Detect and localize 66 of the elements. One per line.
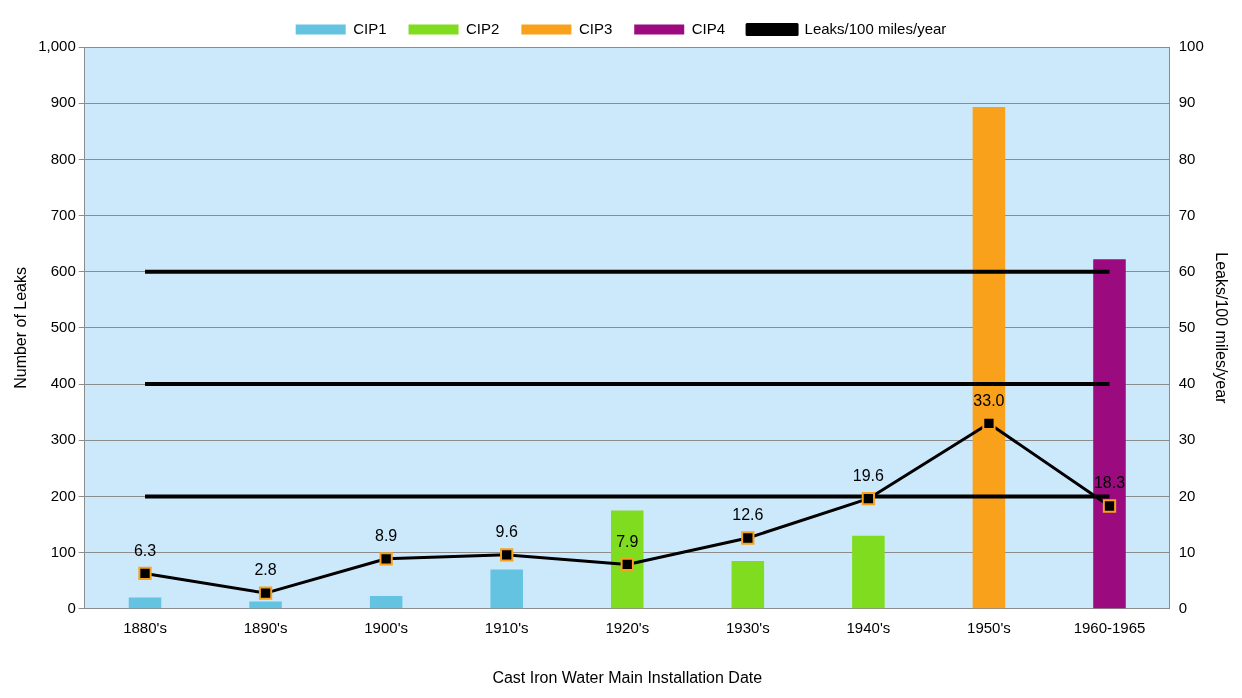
x-tick-label: 1880's [123,618,167,636]
y-tick-label: 100 [50,542,76,560]
y-tick-label: 600 [50,261,76,279]
point [982,416,996,431]
data-label: 7.9 [616,532,639,550]
x-tick-label: 1890's [243,618,288,636]
legend-label: CIP2 [466,19,500,37]
y2-tick-label: 60 [1178,261,1196,279]
y-tick-label: 700 [50,205,76,223]
y-tick-label: 300 [50,430,76,448]
point [861,492,876,506]
point [138,566,152,581]
bar [972,107,1006,609]
y-axis-title: Number of Leaks [12,266,30,389]
data-label: 6.3 [133,541,157,559]
x-tick-label: 1930's [725,618,770,636]
y2-tick-label: 90 [1178,93,1196,111]
bar [128,597,162,609]
y-tick-label: 200 [50,486,76,504]
x-tick-label: 1910's [484,618,529,636]
y-tick-label: 900 [50,93,76,111]
y2-tick-label: 50 [1178,318,1196,336]
y2-tick-label: 10 [1178,542,1196,560]
legend-label: CIP1 [353,19,387,37]
bar [610,510,644,609]
y2-axis-title: Leaks/100 miles/year [1212,252,1230,405]
y-tick-label: 800 [50,149,76,167]
bar [731,561,765,609]
legend-label: CIP4 [691,19,726,37]
bar [852,535,885,609]
x-tick-label: 1950's [967,618,1011,636]
x-tick-label: 1940's [846,618,891,636]
y-tick-label: 500 [50,318,76,336]
point [500,548,514,562]
x-axis-title: Cast Iron Water Main Installation Date [492,668,763,686]
bar [490,569,523,609]
data-label: 9.6 [495,523,518,541]
point [741,531,755,545]
y2-tick-label: 0 [1178,598,1188,616]
data-label: 33.0 [973,391,1005,409]
point [379,552,393,566]
point [1102,499,1117,513]
data-label: 8.9 [375,527,398,545]
point [258,586,273,600]
y2-tick-label: 70 [1178,205,1196,223]
data-label: 12.6 [732,506,764,524]
y2-tick-label: 40 [1178,374,1196,392]
data-label: 19.6 [852,467,885,485]
legend-label: CIP3 [578,19,613,37]
y-tick-label: 0 [67,598,76,616]
point [620,557,634,572]
y-tick-label: 400 [50,374,76,392]
y2-tick-label: 30 [1178,430,1196,448]
bar [249,601,282,609]
y-tick-label: 1,000 [38,37,76,55]
bar [1093,259,1126,609]
x-tick-label: 1920's [605,618,650,636]
legend-label: Leaks/100 miles/year [804,19,947,37]
x-tick-label: 1900's [364,618,408,636]
data-label: 2.8 [254,561,277,579]
y2-tick-label: 20 [1178,486,1196,504]
y2-tick-label: 80 [1178,149,1196,167]
bar [369,595,403,609]
x-tick-label: 1960-1965 [1073,618,1146,636]
data-label: 18.3 [1093,474,1126,492]
y2-tick-label: 100 [1178,37,1204,55]
